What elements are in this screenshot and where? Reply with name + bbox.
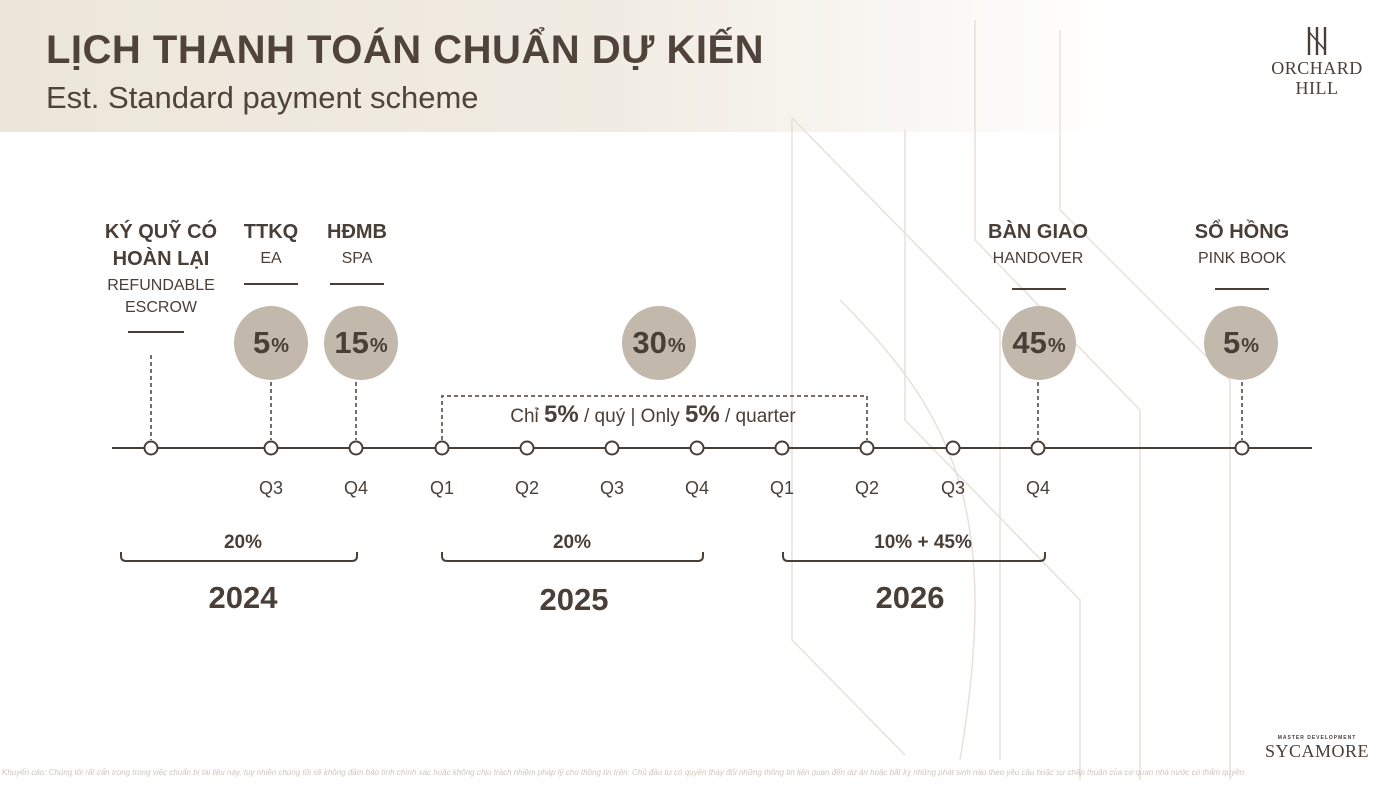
year-percent-2024: 20% <box>223 532 263 553</box>
year-percent-2025: 20% <box>552 532 592 553</box>
percent-sign: % <box>1047 334 1066 357</box>
timeline-node <box>1234 440 1250 456</box>
header-band <box>0 0 1120 132</box>
quarter-label: Q4 <box>684 478 710 498</box>
timeline-node <box>945 440 961 456</box>
milestone-title: BÀN GIAO <box>988 221 1088 243</box>
page-subtitle: Est. Standard payment scheme <box>46 80 479 115</box>
milestone-subtitle: EA <box>260 250 282 267</box>
quarter-label: Q2 <box>854 478 880 498</box>
quarter-label: Q2 <box>514 478 540 498</box>
orchard-hill-logo: ORCHARD HILL <box>1252 26 1382 98</box>
milestone-title: SỔ HỒNG <box>1194 221 1290 243</box>
timeline-node <box>263 440 279 456</box>
developer-logo: MASTER DEVELOPMENT SYCAMORE <box>1252 735 1382 762</box>
milestone-ttkq: TTKQ EA <box>244 219 298 270</box>
quarter-label: Q3 <box>940 478 966 498</box>
quarter-label: Q4 <box>1025 478 1051 498</box>
note-prefix: Chỉ <box>510 406 545 427</box>
percent-circle-hdmb: 15% <box>324 306 398 380</box>
timeline-node <box>689 440 705 456</box>
milestone-subtitle: SPA <box>341 250 373 267</box>
installment-bracket <box>441 395 868 440</box>
percent-value: 45 <box>1012 325 1047 360</box>
percent-sign: % <box>271 334 290 357</box>
milestone-pinkbook: SỔ HỒNG PINK BOOK <box>1195 219 1289 270</box>
year-label-2025: 2025 <box>539 582 609 617</box>
brace-2024 <box>120 552 358 562</box>
milestone-title: HĐMB <box>327 221 387 243</box>
year-label-2026: 2026 <box>875 580 945 615</box>
timeline-node <box>859 440 875 456</box>
timeline-node <box>143 440 159 456</box>
percent-circle-pinkbook: 5% <box>1204 306 1278 380</box>
timeline-node <box>519 440 535 456</box>
quarter-label: Q3 <box>258 478 284 498</box>
quarter-label: Q1 <box>769 478 795 498</box>
brace-2026 <box>782 552 1046 562</box>
timeline-node <box>1030 440 1046 456</box>
logo-line-2: HILL <box>1295 78 1339 98</box>
disclaimer-text: Khuyến cáo: Chúng tôi rất cẩn trọng tron… <box>2 768 1247 777</box>
installment-note: Chỉ 5% / quý | Only 5% / quarter <box>510 401 796 429</box>
percent-circle-handover: 45% <box>1002 306 1076 380</box>
quarter-label: Q4 <box>343 478 369 498</box>
percent-sign: % <box>369 334 388 357</box>
developer-name: SYCAMORE <box>1264 741 1370 761</box>
timeline-node <box>434 440 450 456</box>
milestone-subtitle: PINK BOOK <box>1197 250 1287 267</box>
quarter-label: Q3 <box>599 478 625 498</box>
percent-value: 5 <box>252 325 271 360</box>
note-middle: / quý | Only <box>578 406 686 427</box>
milestone-title: KÝ QUỸ CÓ HOÀN LẠI <box>104 221 218 270</box>
year-label-2024: 2024 <box>208 580 278 615</box>
note-suffix: / quarter <box>719 406 796 427</box>
milestone-subtitle: HANDOVER <box>992 250 1084 267</box>
page-title: LỊCH THANH TOÁN CHUẨN DỰ KIẾN <box>46 28 765 72</box>
percent-sign: % <box>667 334 686 357</box>
percent-value: 5 <box>1222 325 1241 360</box>
milestone-handover: BÀN GIAO HANDOVER <box>988 219 1088 270</box>
percent-sign: % <box>1241 334 1260 357</box>
percent-value: 15 <box>334 325 369 360</box>
timeline-node <box>348 440 364 456</box>
developer-caption: MASTER DEVELOPMENT <box>1277 735 1357 741</box>
percent-circle-ttkq: 5% <box>234 306 308 380</box>
percent-circle-installments: 30% <box>622 306 696 380</box>
milestone-title: TTKQ <box>243 221 299 243</box>
orchard-hill-monogram-icon <box>1307 27 1327 55</box>
milestone-hdmb: HĐMB SPA <box>327 219 387 270</box>
percent-value: 30 <box>632 325 667 360</box>
year-percent-2026: 10% + 45% <box>874 532 972 553</box>
milestone-escrow: KÝ QUỸ CÓ HOÀN LẠI REFUNDABLE ESCROW <box>96 219 226 319</box>
timeline-node <box>604 440 620 456</box>
timeline-node <box>774 440 790 456</box>
note-pct-vi: 5% <box>544 401 579 428</box>
logo-line-1: ORCHARD <box>1271 58 1363 78</box>
note-pct-en: 5% <box>685 401 720 428</box>
milestone-subtitle: REFUNDABLE ESCROW <box>107 277 215 316</box>
brace-2025 <box>441 552 704 562</box>
quarter-label: Q1 <box>429 478 455 498</box>
